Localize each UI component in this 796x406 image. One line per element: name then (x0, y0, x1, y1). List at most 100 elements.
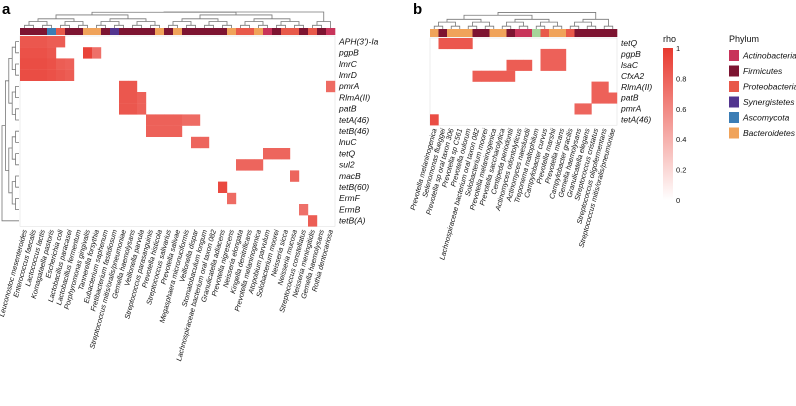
heatmap-cell (290, 170, 300, 182)
phylum-bar-cell (209, 28, 219, 35)
row-dendrogram-branch (11, 46, 16, 70)
heatmap-cell (38, 36, 48, 48)
heatmap-cell (263, 148, 273, 160)
phylum-bar-cell (481, 29, 490, 37)
heatmap-cell (430, 114, 439, 126)
column-dendrogram-branch (450, 25, 461, 29)
heatmap-cell (173, 114, 183, 126)
column-dendrogram-branch (518, 25, 529, 29)
row-label: patB (620, 93, 639, 103)
heatmap-cell (128, 92, 138, 104)
column-dendrogram-branch (569, 25, 580, 29)
heatmap-cell (438, 38, 448, 50)
phylum-label: Firmicutes (743, 66, 783, 76)
column-dendrogram-branch (582, 18, 609, 27)
heatmap-cell (281, 148, 291, 160)
phylum-bar-cell (532, 29, 541, 37)
row-label: RlmA(II) (339, 92, 370, 102)
column-dendrogram-branch (55, 14, 129, 19)
phylum-bar-cell (272, 28, 282, 35)
phylum-swatch (729, 50, 739, 61)
phylum-bar-cell (317, 28, 327, 35)
row-label: RlmA(II) (621, 82, 652, 92)
heatmap-cell (128, 80, 138, 93)
column-dendrogram-branch (552, 25, 563, 29)
heatmap-cell (472, 70, 482, 82)
row-label: tetB(A) (339, 216, 366, 226)
phylum-bar-cell (38, 28, 48, 35)
column-dendrogram-branch (240, 24, 250, 28)
column-dendrogram-branch (497, 12, 597, 20)
heatmap-cell (56, 58, 66, 70)
heatmap-cell (56, 36, 66, 48)
row-label: lnuC (339, 137, 357, 147)
phylum-swatch (729, 112, 739, 123)
column-dendrogram-branch (150, 24, 160, 28)
row-label: pgpB (338, 48, 359, 58)
phylum-bar-cell (74, 28, 84, 35)
row-label: tetA(46) (339, 115, 369, 125)
phylum-bar-cell (218, 28, 228, 35)
column-dendrogram-branch (603, 25, 614, 29)
heatmap-cell (481, 70, 490, 82)
phylum-bar-cell (591, 29, 601, 37)
heatmap-cell (29, 47, 39, 59)
column-dendrogram-branch (244, 21, 264, 26)
row-dendrogram-branch (15, 41, 19, 54)
row-label: patB (338, 104, 357, 114)
heatmap-cell (20, 47, 30, 59)
heatmap-cell (173, 125, 183, 137)
row-dendrogram-branch (15, 86, 19, 98)
heatmap-cell (20, 58, 30, 70)
heatmap-cell (236, 159, 246, 171)
phylum-bar-cell (137, 28, 147, 35)
row-label: lsaC (621, 60, 639, 70)
row-dendrogram-branch (1, 125, 19, 222)
phylum-bar-cell (281, 28, 291, 35)
phylum-swatch (729, 81, 739, 92)
phylum-label: Actinobacteria (742, 51, 796, 61)
colorbar-tick-label: 0.2 (676, 166, 686, 175)
phylum-bar-cell (29, 28, 39, 35)
row-label: pmrA (338, 81, 360, 91)
row-label: ErmF (339, 193, 361, 203)
colorbar-tick-label: 0 (676, 196, 680, 205)
row-dendrogram-branch (15, 108, 19, 121)
column-dendrogram-branch (540, 21, 558, 27)
phylum-bar-cell (164, 28, 174, 35)
heatmap-cell (523, 59, 533, 71)
heatmap-cell (182, 114, 192, 126)
column-dendrogram-branch (28, 21, 48, 26)
phylum-bar-cell (464, 29, 473, 37)
column-dendrogram-branch (276, 24, 286, 28)
heatmap-cell (218, 181, 228, 193)
heatmap-cell (164, 125, 174, 137)
heatmap-cell (137, 103, 147, 115)
heatmap-cell (574, 103, 584, 115)
heatmap-cell (489, 70, 499, 82)
heatmap-cell (29, 36, 39, 48)
phylum-bar-cell (245, 28, 255, 35)
heatmap-cell (591, 81, 601, 93)
column-dendrogram-branch (535, 25, 546, 29)
heatmap-cell (65, 69, 75, 81)
phylum-bar-cell (191, 28, 201, 35)
heatmap-cell (83, 47, 93, 59)
heatmap-cell (464, 38, 473, 50)
heatmap-cell (191, 114, 201, 126)
phylum-swatch (729, 127, 739, 139)
phylum-bar-cell (506, 29, 516, 37)
column-dendrogram-branch (586, 25, 597, 29)
phylum-bar-cell (182, 28, 192, 35)
phylum-legend-title: Phylum (729, 34, 759, 44)
heatmap-cell (455, 38, 465, 50)
column-dendrogram-branch (136, 21, 156, 26)
phylum-bar-cell (65, 28, 75, 35)
panel-b-heatmap: tetQpgpBlsaCCfxA2RlmA(II)patBpmrAtetA(46… (408, 12, 652, 261)
heatmap-cell (608, 92, 618, 104)
row-dendrogram-branch (5, 80, 9, 171)
heatmap-cell (583, 103, 592, 115)
phylum-bar-cell (200, 28, 210, 35)
